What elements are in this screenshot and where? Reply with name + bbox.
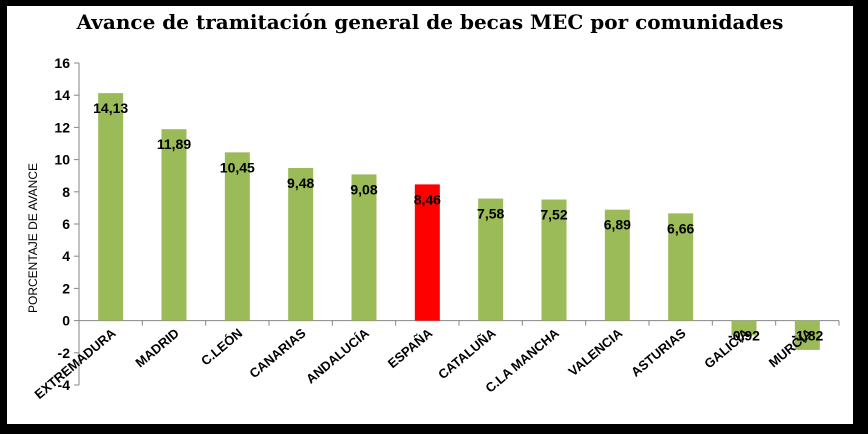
bar-value-label: 8,46: [414, 191, 441, 207]
bar-value-label: -1,82: [791, 328, 823, 344]
y-tick-label: 6: [62, 216, 70, 232]
bar: [224, 152, 250, 321]
x-tick-label: ASTURIAS: [628, 325, 689, 379]
bar-value-label: 6,89: [604, 217, 631, 233]
bar: [351, 174, 377, 321]
y-tick-label: 4: [62, 248, 70, 264]
x-tick-label: VALENCIA: [565, 325, 625, 379]
bar: [731, 320, 757, 336]
x-tick-label: CANARIAS: [246, 325, 308, 381]
x-tick-label: GALICIA: [701, 325, 752, 371]
bar: [794, 320, 820, 350]
y-tick-label: -4: [58, 377, 71, 393]
bar-chart: -4 -2 0 2 4 6 8 10 12 14 16 14,13 EXTREMADURA 11,89 M…: [26, 55, 840, 402]
x-tick-label: C.LEÓN: [198, 325, 245, 368]
bar-value-label: 10,45: [220, 159, 255, 175]
y-tick-label: 2: [62, 280, 70, 296]
y-tick-label: 16: [54, 55, 70, 71]
bar: [604, 209, 630, 321]
bar: [98, 93, 124, 321]
y-tick-label: 8: [62, 184, 70, 200]
bar-value-label: 7,58: [477, 206, 504, 222]
x-tick-label: MADRID: [132, 325, 181, 370]
bar-value-label: -0,92: [728, 328, 760, 344]
bar: [478, 198, 504, 321]
bar-value-label: 14,13: [93, 100, 128, 116]
y-tick-label: 14: [54, 87, 70, 103]
chart-panel: Avance de tramitación general de becas M…: [7, 6, 853, 424]
y-axis-title: PORCENTAJE DE AVANCE: [26, 163, 40, 313]
bar: [541, 199, 567, 321]
y-tick-label: -2: [58, 345, 71, 361]
x-tick-label: ANDALUCÍA: [303, 325, 372, 387]
chart-title: Avance de tramitación general de becas M…: [76, 10, 784, 34]
axis-layer: -4 -2 0 2 4 6 8 10 12 14 16: [54, 55, 840, 393]
x-tick-label: CATALUÑA: [435, 325, 499, 382]
bar-value-label: 7,52: [540, 207, 567, 223]
bar: [288, 167, 314, 321]
bar-value-label: 6,66: [667, 220, 694, 236]
bars-layer: [98, 93, 820, 350]
bar-value-label: 11,89: [157, 136, 191, 152]
x-tick-label: EXTREMADURA: [31, 325, 119, 402]
y-tick-label: 10: [54, 152, 70, 168]
bar: [414, 184, 440, 321]
bar: [668, 213, 694, 321]
x-tick-label: ESPAÑA: [385, 325, 436, 371]
bar: [161, 129, 187, 321]
bar-value-label: 9,48: [287, 175, 314, 191]
y-tick-label: 12: [54, 119, 70, 135]
y-tick-label: 0: [62, 313, 70, 329]
bar-value-label: 9,08: [350, 181, 377, 197]
